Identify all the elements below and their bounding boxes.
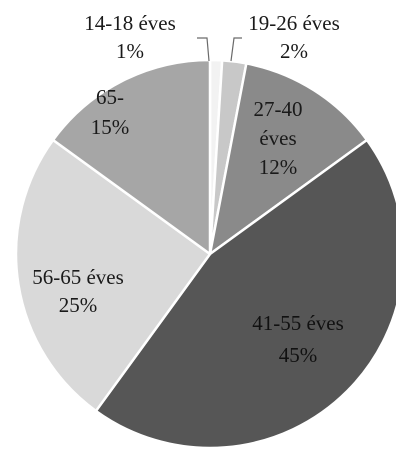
- leader-lines: [197, 37, 242, 62]
- pie-slices: [14, 58, 396, 450]
- pie-slice-41-55-ves: [94, 138, 396, 450]
- slice-label-41-55-ves-line-1: 41-55 éves: [252, 311, 344, 335]
- slice-label-41-55-ves-line-2: 45%: [279, 343, 318, 367]
- slice-label-27-40-ves-line-3: 12%: [259, 155, 298, 179]
- slice-label-56-65-ves-line-2: 25%: [59, 293, 98, 317]
- leader-line-19-26-ves: [230, 37, 242, 62]
- slice-label-56-65-ves-line-1: 56-65 éves: [32, 265, 124, 289]
- slice-label-65-line-1: 65-: [96, 85, 124, 109]
- pie-slice-65: [51, 58, 212, 256]
- slice-labels: 14-18 éves 1% 19-26 éves 2% 27-40 éves 12% 41-5…: [32, 11, 344, 367]
- slice-label-19-26-ves: 19-26 éves: [248, 11, 340, 35]
- pie-slice-27-40-ves: [208, 62, 369, 256]
- slice-percent-19-26-ves: 2%: [280, 39, 308, 63]
- leader-line-14-18-ves: [197, 37, 210, 62]
- slice-label-65-line-2: 15%: [91, 115, 130, 139]
- pie-slice-56-65-ves: [14, 138, 212, 413]
- slice-label-27-40-ves-line-2: éves: [259, 126, 296, 150]
- slice-percent-14-18-ves: 1%: [116, 39, 144, 63]
- slice-label-14-18-ves: 14-18 éves: [84, 11, 176, 35]
- slice-label-27-40-ves-line-1: 27-40: [254, 97, 303, 121]
